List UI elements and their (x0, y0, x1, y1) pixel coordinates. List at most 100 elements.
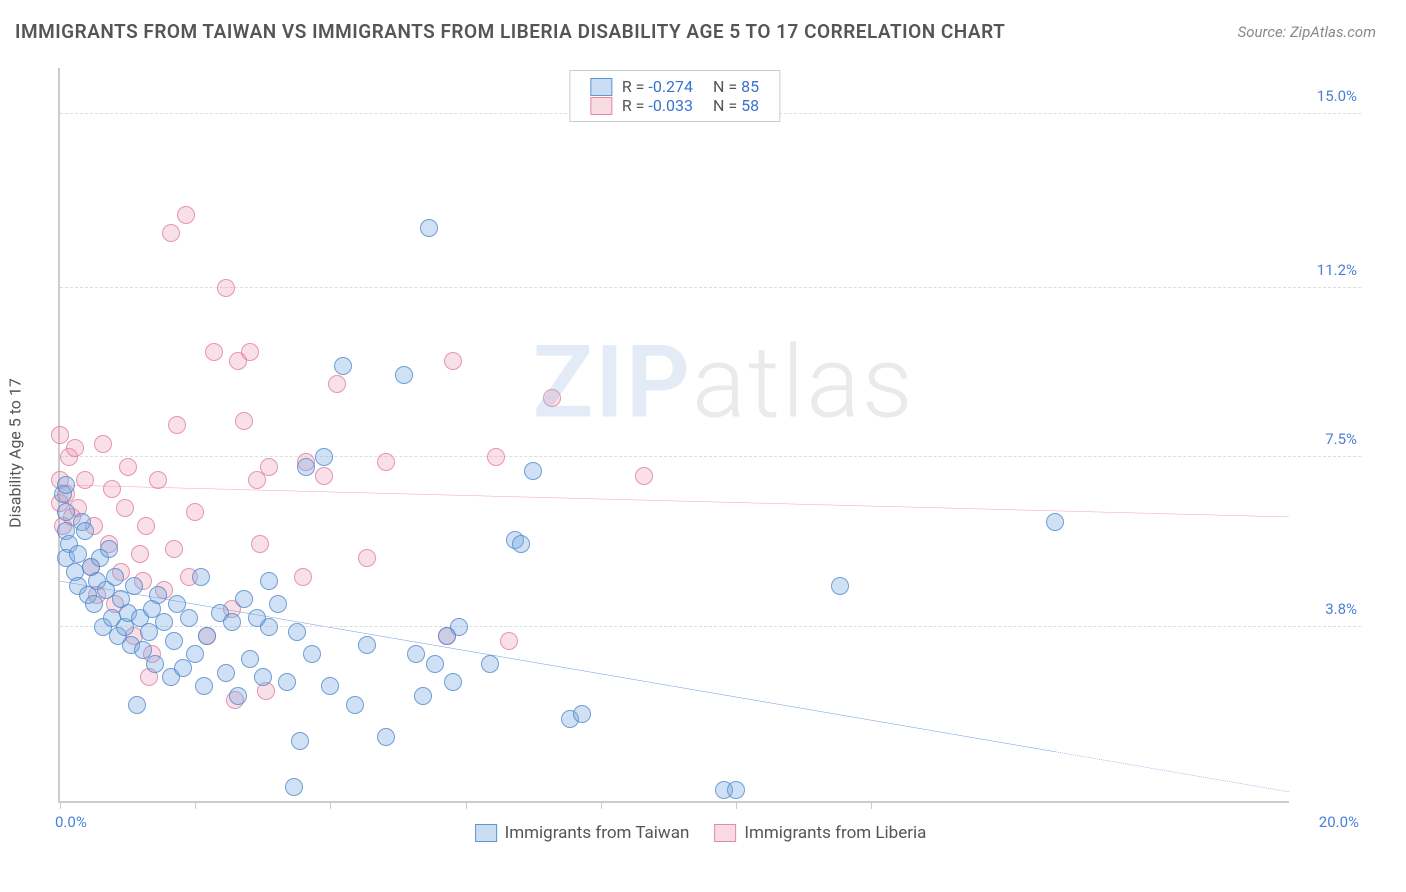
scatter-point (450, 618, 468, 636)
scatter-point (131, 545, 149, 563)
scatter-point (106, 568, 124, 586)
scatter-point (635, 467, 653, 485)
scatter-point (831, 577, 849, 595)
scatter-point (291, 732, 309, 750)
scatter-point (315, 467, 333, 485)
scatter-point (573, 705, 591, 723)
scatter-point (251, 535, 269, 553)
scatter-point (125, 577, 143, 595)
scatter-point (165, 540, 183, 558)
stats-row-a: R = -0.274 N = 85 (590, 77, 759, 96)
source-attribution: Source: ZipAtlas.com (1238, 23, 1376, 41)
y-tick-label: 15.0% (1317, 87, 1357, 105)
scatter-point (186, 645, 204, 663)
page-title: IMMIGRANTS FROM TAIWAN VS IMMIGRANTS FRO… (15, 20, 1005, 43)
scatter-point (444, 673, 462, 691)
scatter-point (260, 458, 278, 476)
scatter-point (288, 623, 306, 641)
x-min-label: 0.0% (55, 813, 87, 831)
x-tick-mark (601, 801, 602, 809)
x-tick-mark (871, 801, 872, 809)
legend-item-a: Immigrants from Taiwan (475, 823, 690, 843)
x-max-label: 20.0% (1319, 813, 1359, 831)
scatter-point (241, 650, 259, 668)
swatch-a-icon (590, 78, 612, 96)
scatter-point (1046, 513, 1064, 531)
x-tick-mark (60, 801, 61, 809)
scatter-point (500, 632, 518, 650)
scatter-point (303, 645, 321, 663)
scatter-point (285, 778, 303, 796)
scatter-point (395, 366, 413, 384)
swatch-b-icon (590, 97, 612, 115)
y-tick-label: 3.8% (1325, 600, 1357, 618)
series-legend: Immigrants from Taiwan Immigrants from L… (475, 823, 927, 843)
x-tick-mark (466, 801, 467, 809)
scatter-point (205, 343, 223, 361)
x-tick-mark (195, 801, 196, 809)
scatter-point (103, 480, 121, 498)
scatter-point (198, 627, 216, 645)
scatter-point (119, 458, 137, 476)
scatter-point (66, 439, 84, 457)
watermark: ZIPatlas (533, 325, 915, 442)
y-axis-label: Disability Age 5 to 17 (6, 378, 25, 528)
scatter-point (278, 673, 296, 691)
x-tick-mark (330, 801, 331, 809)
scatter-point (297, 458, 315, 476)
scatter-point (334, 357, 352, 375)
scatter-point (100, 540, 118, 558)
y-tick-label: 7.5% (1325, 430, 1357, 448)
y-tick-label: 11.2% (1317, 261, 1357, 279)
scatter-point (177, 206, 195, 224)
scatter-point (420, 219, 438, 237)
scatter-point (57, 476, 75, 494)
scatter-point (260, 572, 278, 590)
scatter-point (137, 517, 155, 535)
gridline (60, 287, 1361, 288)
scatter-point (223, 613, 241, 631)
scatter-point (180, 609, 198, 627)
swatch-a-icon (475, 824, 497, 842)
scatter-point (76, 471, 94, 489)
scatter-point (377, 728, 395, 746)
scatter-point (346, 696, 364, 714)
gridline (60, 456, 1361, 457)
scatter-point (254, 668, 272, 686)
scatter-point (321, 677, 339, 695)
swatch-b-icon (714, 824, 736, 842)
x-tick-mark (736, 801, 737, 809)
scatter-point (235, 412, 253, 430)
scatter-point (727, 781, 745, 799)
stats-row-b: R = -0.033 N = 58 (590, 96, 759, 115)
scatter-point (149, 586, 167, 604)
scatter-point (328, 375, 346, 393)
scatter-point (165, 632, 183, 650)
scatter-point (217, 664, 235, 682)
scatter-point (512, 535, 530, 553)
scatter-point (229, 687, 247, 705)
scatter-point (294, 568, 312, 586)
scatter-point (444, 352, 462, 370)
scatter-point (543, 389, 561, 407)
scatter-point (94, 435, 112, 453)
scatter-point (162, 224, 180, 242)
scatter-point (168, 416, 186, 434)
scatter-point (377, 453, 395, 471)
scatter-point (51, 426, 69, 444)
plot-area: ZIPatlas R = -0.274 N = 85 R = -0.033 N … (58, 68, 1289, 803)
scatter-point (481, 655, 499, 673)
scatter-point (487, 448, 505, 466)
scatter-point (315, 448, 333, 466)
scatter-point (155, 613, 173, 631)
scatter-point (235, 590, 253, 608)
scatter-point (76, 522, 94, 540)
scatter-point (260, 618, 278, 636)
scatter-point (241, 343, 259, 361)
scatter-point (426, 655, 444, 673)
scatter-point (146, 655, 164, 673)
scatter-point (358, 549, 376, 567)
correlation-chart: Disability Age 5 to 17 ZIPatlas R = -0.2… (40, 53, 1361, 853)
scatter-point (524, 462, 542, 480)
scatter-point (192, 568, 210, 586)
